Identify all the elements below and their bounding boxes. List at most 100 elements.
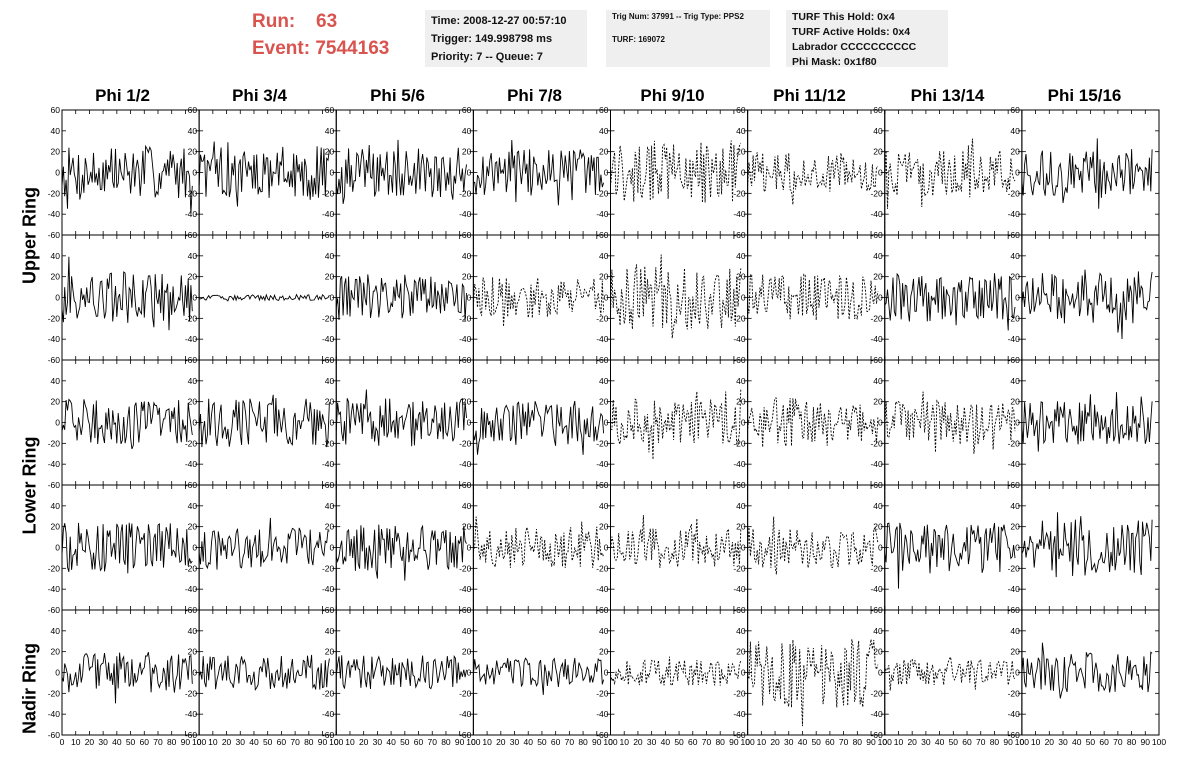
- column-header-phi-13-14: Phi 13/14: [910, 86, 985, 105]
- y-tick-label: 20: [188, 272, 198, 282]
- y-tick-label: -40: [733, 209, 746, 219]
- y-tick-label: 20: [325, 147, 335, 157]
- x-tick-label: 60: [825, 737, 835, 747]
- y-tick-label: 40: [188, 126, 198, 136]
- x-tick-label: 10: [208, 737, 218, 747]
- run-value: 63: [316, 11, 338, 32]
- y-tick-label: 60: [736, 105, 746, 115]
- y-tick-label: 0: [55, 543, 60, 553]
- y-tick-label: 40: [462, 376, 472, 386]
- y-tick-label: -40: [185, 584, 198, 594]
- panel-r3-c0: -60 -40 -20 0 20 40: [48, 484, 200, 615]
- y-tick-label: -20: [48, 563, 61, 573]
- y-tick-label: 40: [51, 376, 61, 386]
- y-tick-label: -40: [733, 709, 746, 719]
- panel-frame: [1021, 109, 1160, 236]
- y-tick-label: 20: [873, 647, 883, 657]
- column-header-phi-1-2: Phi 1/2: [95, 86, 150, 105]
- y-tick-label: 20: [188, 147, 198, 157]
- x-tick-label: 0: [745, 737, 750, 747]
- y-tick-label: -20: [48, 438, 61, 448]
- panel-frame: [472, 609, 611, 736]
- run-label: Run:: [252, 11, 296, 32]
- x-tick-label: 0: [882, 737, 887, 747]
- y-tick-label: 0: [604, 168, 609, 178]
- y-tick-label: -20: [48, 313, 61, 323]
- y-tick-label: 60: [325, 105, 335, 115]
- y-tick-label: 60: [188, 105, 198, 115]
- panel-frame: [472, 484, 611, 611]
- x-tick-label: 90: [592, 737, 602, 747]
- y-tick-label: 20: [599, 522, 609, 532]
- y-tick-label: -20: [459, 563, 472, 573]
- waveform-trace: [61, 522, 193, 574]
- event-label: Event:: [252, 38, 311, 59]
- y-tick-label: 20: [51, 522, 61, 532]
- y-tick-label: 20: [462, 147, 472, 157]
- waveform-trace: [747, 639, 879, 727]
- y-tick-label: 20: [462, 397, 472, 407]
- y-tick-label: -20: [459, 688, 472, 698]
- y-tick-label: -20: [596, 438, 609, 448]
- x-tick-label: 70: [1113, 737, 1123, 747]
- y-tick-label: -40: [459, 459, 472, 469]
- y-tick-label: -40: [1008, 709, 1021, 719]
- waveform-trace: [1021, 512, 1153, 578]
- y-tick-label: -20: [185, 563, 198, 573]
- y-tick-label: -40: [48, 459, 61, 469]
- y-tick-label: -60: [48, 355, 61, 365]
- x-tick-label: 0: [60, 737, 65, 747]
- y-tick-label: 0: [1015, 418, 1020, 428]
- x-tick-label: 70: [702, 737, 712, 747]
- waveform-trace: [884, 272, 1016, 331]
- y-tick-label: 20: [325, 522, 335, 532]
- panel-frame: [335, 234, 474, 361]
- x-tick-label: 30: [236, 737, 246, 747]
- panel-r1-c0: -60 -40 -20 0 20 40: [48, 234, 200, 365]
- y-tick-label: -20: [596, 688, 609, 698]
- x-tick-label: 0: [197, 737, 202, 747]
- panel-frame: [1021, 234, 1160, 361]
- x-tick-label: 10: [71, 737, 81, 747]
- waveform-trace: [1021, 269, 1153, 340]
- y-tick-label: -20: [322, 313, 335, 323]
- y-tick-label: 0: [192, 543, 197, 553]
- y-tick-label: -40: [1008, 584, 1021, 594]
- column-header-phi-5-6: Phi 5/6: [370, 86, 425, 105]
- x-tick-label: 50: [537, 737, 547, 747]
- y-tick-label: -40: [48, 709, 61, 719]
- y-tick-label: -40: [870, 334, 883, 344]
- x-tick-label: 20: [770, 737, 780, 747]
- x-tick-label: 60: [688, 737, 698, 747]
- y-tick-label: 40: [188, 376, 198, 386]
- x-tick-label: 100: [1152, 737, 1166, 747]
- panel-frame: [610, 609, 749, 736]
- y-tick-label: 20: [873, 522, 883, 532]
- x-tick-label: 80: [1127, 737, 1137, 747]
- y-tick-label: 0: [330, 543, 335, 553]
- y-tick-label: 40: [1010, 626, 1020, 636]
- y-tick-label: -20: [322, 438, 335, 448]
- y-tick-label: 60: [599, 105, 609, 115]
- x-tick-label: 70: [565, 737, 575, 747]
- waveform-trace: [473, 139, 605, 206]
- x-tick-label: 30: [647, 737, 657, 747]
- y-tick-label: 0: [192, 418, 197, 428]
- time-text: Time: 2008-12-27 00:57:10: [431, 15, 567, 27]
- waveform-trace: [335, 274, 467, 321]
- x-tick-label: 0: [608, 737, 613, 747]
- y-tick-label: 20: [1010, 272, 1020, 282]
- y-tick-label: -20: [459, 313, 472, 323]
- y-tick-label: 20: [51, 647, 61, 657]
- x-tick-label: 90: [729, 737, 739, 747]
- x-tick-label: 20: [222, 737, 232, 747]
- y-tick-label: 20: [51, 272, 61, 282]
- panel-frame: [472, 359, 611, 486]
- y-tick-label: 0: [604, 418, 609, 428]
